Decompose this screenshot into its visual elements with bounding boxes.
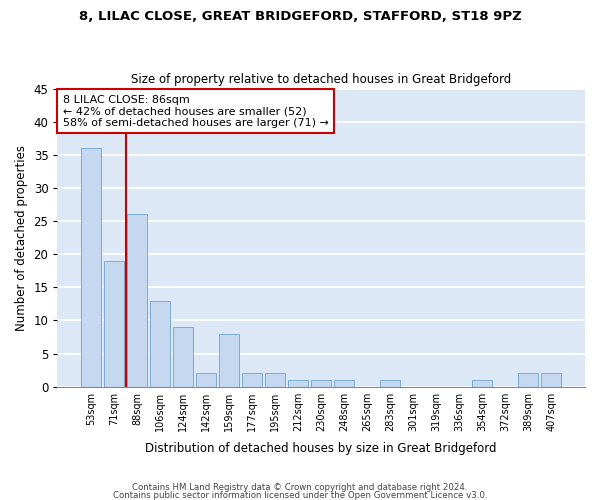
Bar — [334, 380, 354, 386]
Bar — [151, 300, 170, 386]
Bar — [127, 214, 147, 386]
Text: Contains HM Land Registry data © Crown copyright and database right 2024.: Contains HM Land Registry data © Crown c… — [132, 484, 468, 492]
Bar — [289, 380, 308, 386]
Bar — [220, 334, 239, 386]
Bar — [311, 380, 331, 386]
Text: 8 LILAC CLOSE: 86sqm
← 42% of detached houses are smaller (52)
58% of semi-detac: 8 LILAC CLOSE: 86sqm ← 42% of detached h… — [63, 94, 329, 128]
Y-axis label: Number of detached properties: Number of detached properties — [15, 144, 28, 330]
Text: 8, LILAC CLOSE, GREAT BRIDGEFORD, STAFFORD, ST18 9PZ: 8, LILAC CLOSE, GREAT BRIDGEFORD, STAFFO… — [79, 10, 521, 23]
Bar — [242, 374, 262, 386]
Bar — [541, 374, 561, 386]
Text: Contains public sector information licensed under the Open Government Licence v3: Contains public sector information licen… — [113, 490, 487, 500]
Bar — [518, 374, 538, 386]
Bar — [104, 261, 124, 386]
Bar — [472, 380, 492, 386]
Bar — [173, 327, 193, 386]
Bar — [380, 380, 400, 386]
Bar — [196, 374, 216, 386]
Bar — [265, 374, 285, 386]
Title: Size of property relative to detached houses in Great Bridgeford: Size of property relative to detached ho… — [131, 73, 511, 86]
X-axis label: Distribution of detached houses by size in Great Bridgeford: Distribution of detached houses by size … — [145, 442, 497, 455]
Bar — [82, 148, 101, 386]
